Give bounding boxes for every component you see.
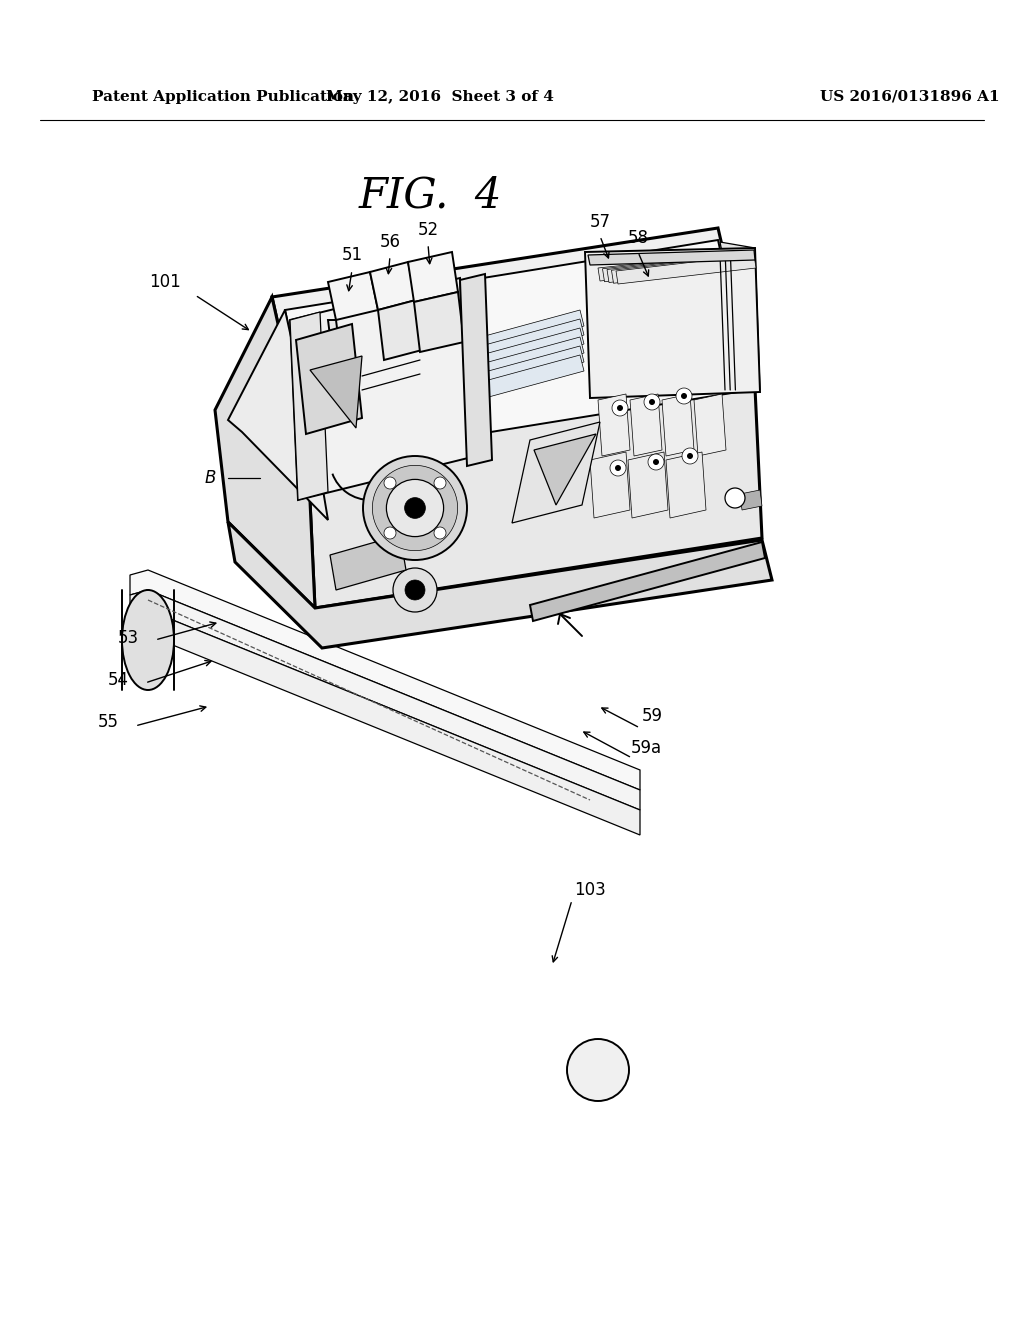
Polygon shape [378,300,422,360]
Circle shape [404,498,425,519]
Polygon shape [330,535,406,590]
Polygon shape [328,272,378,319]
Text: 53: 53 [118,630,138,647]
Text: US 2016/0131896 A1: US 2016/0131896 A1 [820,90,999,104]
Text: 57: 57 [590,213,610,231]
Polygon shape [470,319,584,366]
Polygon shape [228,310,328,520]
Circle shape [434,477,446,488]
Text: 56: 56 [380,234,400,251]
Polygon shape [530,543,765,620]
Polygon shape [130,570,640,789]
Text: 55: 55 [97,713,119,731]
Circle shape [687,453,693,459]
Text: 103: 103 [574,880,606,899]
Circle shape [612,400,628,416]
Polygon shape [585,248,760,399]
Polygon shape [414,292,464,352]
Polygon shape [630,393,662,455]
Polygon shape [720,242,760,392]
Circle shape [682,447,698,465]
Text: 58: 58 [628,228,648,247]
Polygon shape [228,521,772,648]
Polygon shape [470,327,584,374]
Polygon shape [130,610,640,836]
Circle shape [681,393,687,399]
Circle shape [649,399,655,405]
Polygon shape [290,312,328,500]
Polygon shape [598,393,630,455]
Polygon shape [285,240,750,459]
Circle shape [384,527,396,539]
Polygon shape [310,356,362,428]
Polygon shape [130,590,640,810]
Polygon shape [308,388,762,609]
Circle shape [393,568,437,612]
Circle shape [617,405,623,411]
Circle shape [610,459,626,477]
Circle shape [676,388,692,404]
Text: May 12, 2016  Sheet 3 of 4: May 12, 2016 Sheet 3 of 4 [326,90,554,104]
Polygon shape [470,346,584,392]
Polygon shape [290,279,468,500]
Text: FIG.  4: FIG. 4 [358,174,502,216]
Polygon shape [694,393,726,455]
Circle shape [406,579,425,601]
Polygon shape [296,323,362,434]
Polygon shape [628,451,668,517]
Text: 52: 52 [418,220,438,239]
Polygon shape [740,490,762,510]
Polygon shape [272,228,755,458]
Polygon shape [460,275,492,466]
Polygon shape [602,252,752,281]
Circle shape [653,459,659,465]
Text: 54: 54 [108,671,128,689]
Circle shape [386,479,443,537]
Polygon shape [666,451,706,517]
Circle shape [362,455,467,560]
Text: Patent Application Publication: Patent Application Publication [92,90,354,104]
Text: 59a: 59a [631,739,662,756]
Circle shape [725,488,745,508]
Text: B: B [205,469,216,487]
Polygon shape [470,337,584,383]
Polygon shape [588,249,755,265]
Circle shape [384,477,396,488]
Text: 59: 59 [641,708,663,725]
Ellipse shape [567,1039,629,1101]
Polygon shape [408,252,458,302]
Polygon shape [215,297,315,609]
Circle shape [648,454,664,470]
Circle shape [373,466,458,550]
Polygon shape [470,310,584,356]
Circle shape [644,393,660,411]
Circle shape [615,465,621,471]
Ellipse shape [122,590,174,690]
Polygon shape [512,422,600,523]
Polygon shape [611,255,755,284]
Text: 101: 101 [150,273,181,290]
Polygon shape [328,319,342,368]
Text: 51: 51 [341,246,362,264]
Polygon shape [590,451,630,517]
Polygon shape [534,434,596,506]
Circle shape [434,527,446,539]
Polygon shape [370,261,416,310]
Polygon shape [662,393,694,455]
Polygon shape [470,355,584,401]
Polygon shape [598,252,750,281]
Polygon shape [616,255,756,284]
Polygon shape [607,253,753,282]
